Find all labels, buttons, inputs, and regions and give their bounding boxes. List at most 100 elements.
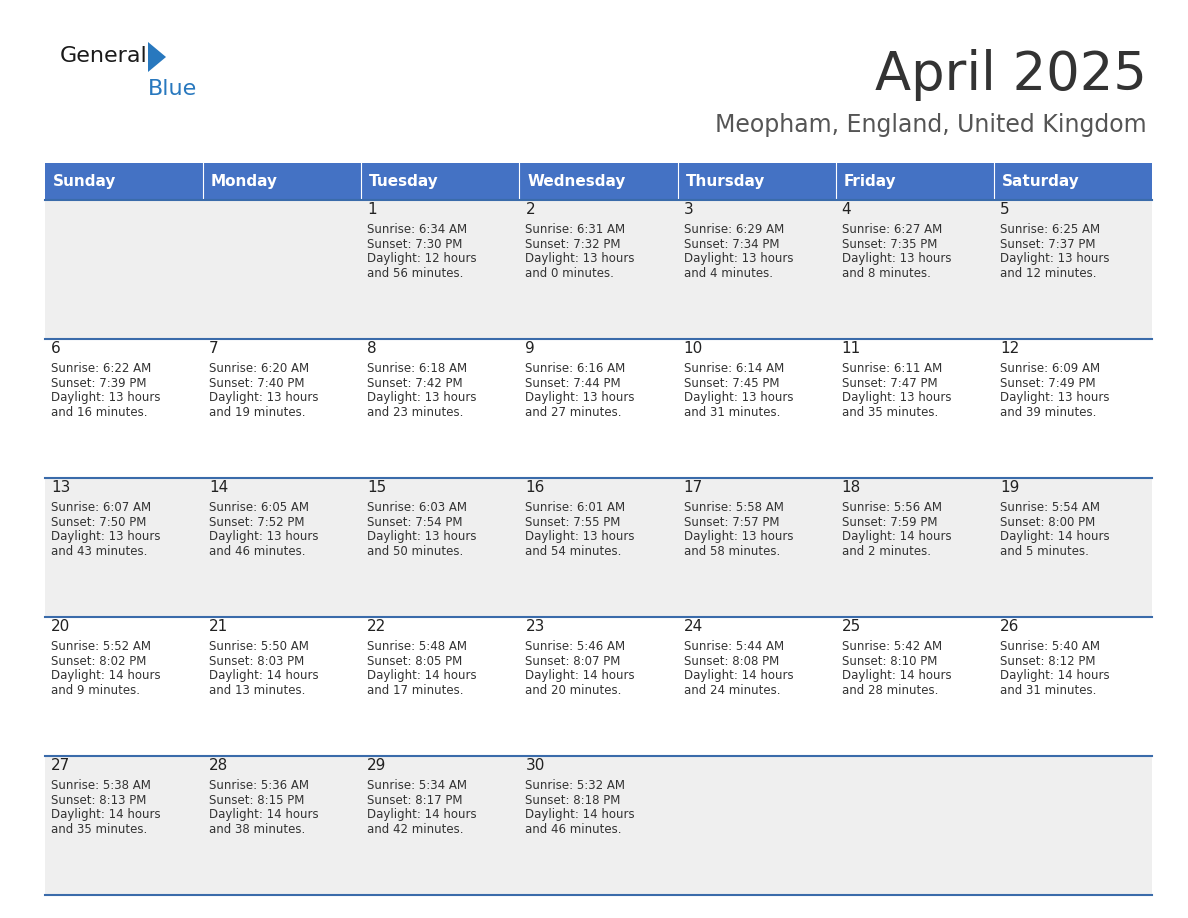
Text: Daylight: 13 hours: Daylight: 13 hours <box>209 531 318 543</box>
Text: Sunrise: 5:34 AM: Sunrise: 5:34 AM <box>367 779 467 792</box>
Text: Sunrise: 5:42 AM: Sunrise: 5:42 AM <box>842 641 942 654</box>
Text: and 27 minutes.: and 27 minutes. <box>525 406 623 419</box>
Text: Daylight: 14 hours: Daylight: 14 hours <box>1000 669 1110 682</box>
Text: Daylight: 14 hours: Daylight: 14 hours <box>525 809 636 822</box>
Text: 20: 20 <box>51 619 70 633</box>
Text: Daylight: 13 hours: Daylight: 13 hours <box>525 391 634 404</box>
Text: Sunset: 7:47 PM: Sunset: 7:47 PM <box>842 377 937 390</box>
Polygon shape <box>148 42 166 72</box>
Text: Daylight: 13 hours: Daylight: 13 hours <box>683 252 794 265</box>
Text: Sunrise: 6:34 AM: Sunrise: 6:34 AM <box>367 223 467 236</box>
Text: and 12 minutes.: and 12 minutes. <box>1000 267 1097 280</box>
Text: 6: 6 <box>51 341 61 356</box>
Text: Sunrise: 5:46 AM: Sunrise: 5:46 AM <box>525 641 626 654</box>
Text: and 56 minutes.: and 56 minutes. <box>367 267 463 280</box>
Text: 29: 29 <box>367 757 386 773</box>
Text: and 31 minutes.: and 31 minutes. <box>683 406 781 419</box>
Text: Meopham, England, United Kingdom: Meopham, England, United Kingdom <box>715 113 1146 137</box>
Text: Sunrise: 6:18 AM: Sunrise: 6:18 AM <box>367 363 467 375</box>
Text: Daylight: 14 hours: Daylight: 14 hours <box>51 809 160 822</box>
Text: 9: 9 <box>525 341 535 356</box>
Text: Saturday: Saturday <box>1001 174 1080 189</box>
Bar <box>835 163 994 200</box>
Text: 2: 2 <box>525 202 535 217</box>
Text: Sunrise: 5:32 AM: Sunrise: 5:32 AM <box>525 779 625 792</box>
Text: 22: 22 <box>367 619 386 633</box>
Text: Daylight: 13 hours: Daylight: 13 hours <box>842 391 952 404</box>
Text: Sunset: 7:59 PM: Sunset: 7:59 PM <box>842 516 937 529</box>
Text: Sunset: 8:02 PM: Sunset: 8:02 PM <box>51 655 146 668</box>
Text: Daylight: 13 hours: Daylight: 13 hours <box>683 531 794 543</box>
Text: 8: 8 <box>367 341 377 356</box>
Text: 17: 17 <box>683 480 703 495</box>
Text: Sunrise: 6:27 AM: Sunrise: 6:27 AM <box>842 223 942 236</box>
Text: Sunrise: 5:40 AM: Sunrise: 5:40 AM <box>1000 641 1100 654</box>
Bar <box>45 617 1152 756</box>
Text: and 24 minutes.: and 24 minutes. <box>683 684 781 697</box>
Text: Daylight: 14 hours: Daylight: 14 hours <box>209 809 318 822</box>
Text: Daylight: 12 hours: Daylight: 12 hours <box>367 252 476 265</box>
Text: Sunset: 8:10 PM: Sunset: 8:10 PM <box>842 655 937 668</box>
Text: Sunrise: 6:03 AM: Sunrise: 6:03 AM <box>367 501 467 514</box>
Text: Sunset: 8:03 PM: Sunset: 8:03 PM <box>209 655 304 668</box>
Text: and 35 minutes.: and 35 minutes. <box>842 406 939 419</box>
Text: and 16 minutes.: and 16 minutes. <box>51 406 147 419</box>
Text: 23: 23 <box>525 619 545 633</box>
Text: and 38 minutes.: and 38 minutes. <box>209 823 305 836</box>
Text: Sunset: 8:15 PM: Sunset: 8:15 PM <box>209 794 304 807</box>
Text: 13: 13 <box>51 480 70 495</box>
Text: General: General <box>61 46 147 66</box>
Text: Sunrise: 5:58 AM: Sunrise: 5:58 AM <box>683 501 783 514</box>
Text: Daylight: 14 hours: Daylight: 14 hours <box>842 669 952 682</box>
Text: and 31 minutes.: and 31 minutes. <box>1000 684 1097 697</box>
Text: Daylight: 13 hours: Daylight: 13 hours <box>51 391 160 404</box>
Text: Daylight: 13 hours: Daylight: 13 hours <box>842 252 952 265</box>
Text: Daylight: 14 hours: Daylight: 14 hours <box>1000 531 1110 543</box>
Text: and 58 minutes.: and 58 minutes. <box>683 545 779 558</box>
Text: Daylight: 13 hours: Daylight: 13 hours <box>525 252 634 265</box>
Text: Sunrise: 6:22 AM: Sunrise: 6:22 AM <box>51 363 151 375</box>
Text: Sunrise: 6:29 AM: Sunrise: 6:29 AM <box>683 223 784 236</box>
Text: Daylight: 13 hours: Daylight: 13 hours <box>525 531 634 543</box>
Text: Daylight: 14 hours: Daylight: 14 hours <box>842 531 952 543</box>
Text: Sunset: 7:40 PM: Sunset: 7:40 PM <box>209 377 304 390</box>
Text: Sunrise: 5:54 AM: Sunrise: 5:54 AM <box>1000 501 1100 514</box>
Text: Daylight: 14 hours: Daylight: 14 hours <box>367 809 476 822</box>
Text: 27: 27 <box>51 757 70 773</box>
Text: 30: 30 <box>525 757 545 773</box>
Text: Daylight: 14 hours: Daylight: 14 hours <box>209 669 318 682</box>
Text: Sunset: 7:52 PM: Sunset: 7:52 PM <box>209 516 304 529</box>
Text: Daylight: 13 hours: Daylight: 13 hours <box>1000 391 1110 404</box>
Text: Sunset: 7:32 PM: Sunset: 7:32 PM <box>525 238 621 251</box>
Text: and 17 minutes.: and 17 minutes. <box>367 684 463 697</box>
Text: Sunset: 7:39 PM: Sunset: 7:39 PM <box>51 377 146 390</box>
Text: Daylight: 13 hours: Daylight: 13 hours <box>51 531 160 543</box>
Text: and 4 minutes.: and 4 minutes. <box>683 267 772 280</box>
Text: and 42 minutes.: and 42 minutes. <box>367 823 463 836</box>
Text: 3: 3 <box>683 202 694 217</box>
Text: Sunset: 7:42 PM: Sunset: 7:42 PM <box>367 377 463 390</box>
Text: Sunrise: 6:14 AM: Sunrise: 6:14 AM <box>683 363 784 375</box>
Text: Sunset: 7:49 PM: Sunset: 7:49 PM <box>1000 377 1095 390</box>
Bar <box>361 163 519 200</box>
Text: 4: 4 <box>842 202 852 217</box>
Text: 10: 10 <box>683 341 703 356</box>
Text: Sunrise: 5:38 AM: Sunrise: 5:38 AM <box>51 779 151 792</box>
Text: and 50 minutes.: and 50 minutes. <box>367 545 463 558</box>
Text: and 8 minutes.: and 8 minutes. <box>842 267 930 280</box>
Text: 25: 25 <box>842 619 861 633</box>
Text: Sunrise: 5:52 AM: Sunrise: 5:52 AM <box>51 641 151 654</box>
Text: Sunset: 7:45 PM: Sunset: 7:45 PM <box>683 377 779 390</box>
Text: and 13 minutes.: and 13 minutes. <box>209 684 305 697</box>
Text: Sunset: 7:35 PM: Sunset: 7:35 PM <box>842 238 937 251</box>
Text: and 46 minutes.: and 46 minutes. <box>525 823 623 836</box>
Text: Daylight: 13 hours: Daylight: 13 hours <box>209 391 318 404</box>
Text: 26: 26 <box>1000 619 1019 633</box>
Text: and 9 minutes.: and 9 minutes. <box>51 684 140 697</box>
Text: Sunrise: 5:56 AM: Sunrise: 5:56 AM <box>842 501 942 514</box>
Text: Daylight: 14 hours: Daylight: 14 hours <box>51 669 160 682</box>
Text: Sunset: 7:34 PM: Sunset: 7:34 PM <box>683 238 779 251</box>
Text: 15: 15 <box>367 480 386 495</box>
Bar <box>45 163 203 200</box>
Text: Sunrise: 6:11 AM: Sunrise: 6:11 AM <box>842 363 942 375</box>
